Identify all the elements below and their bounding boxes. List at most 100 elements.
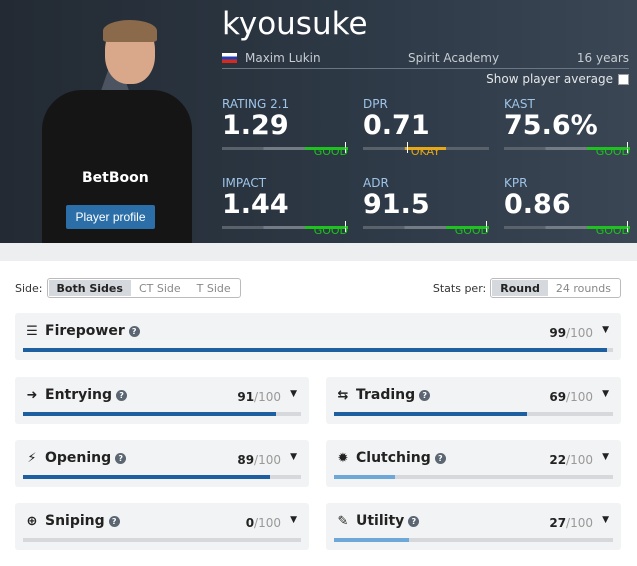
stat-bar: GOOD bbox=[222, 221, 348, 237]
expand-caret-icon[interactable]: ▼ bbox=[602, 325, 609, 335]
skill-card-opening[interactable]: ⚡ Opening ? 89/100 ▼ bbox=[15, 440, 309, 487]
skill-card-clutching[interactable]: ✹ Clutching ? 22/100 ▼ bbox=[326, 440, 621, 487]
sniping-icon: ⊕ bbox=[26, 513, 38, 529]
skill-bar-fill bbox=[334, 538, 410, 542]
stat-value: 91.5 bbox=[363, 189, 430, 220]
stat-adr: ADR 91.5 GOOD bbox=[363, 176, 489, 237]
skill-name: Entrying bbox=[45, 387, 113, 403]
per-24-rounds[interactable]: 24 rounds bbox=[555, 281, 611, 295]
stat-value: 0.71 bbox=[363, 110, 430, 141]
skill-card-trading[interactable]: ⇆ Trading ? 69/100 ▼ bbox=[326, 377, 621, 424]
skill-score: 0/100 bbox=[246, 516, 281, 530]
player-hair bbox=[103, 20, 157, 42]
help-icon[interactable]: ? bbox=[116, 389, 128, 401]
stat-bar-segment bbox=[404, 147, 447, 150]
stat-kpr: KPR 0.86 GOOD bbox=[504, 176, 630, 237]
team-link[interactable]: Spirit Academy bbox=[408, 51, 500, 65]
expand-caret-icon[interactable]: ▼ bbox=[602, 515, 609, 525]
skill-name: Sniping bbox=[45, 513, 105, 529]
stat-marker bbox=[486, 221, 488, 232]
expand-caret-icon[interactable]: ▼ bbox=[290, 515, 297, 525]
russia-flag-icon bbox=[222, 53, 237, 63]
stat-kast: KAST 75.6% GOOD bbox=[504, 97, 630, 158]
help-icon[interactable]: ? bbox=[408, 515, 420, 527]
help-icon[interactable]: ? bbox=[434, 452, 446, 464]
stat-value: 75.6% bbox=[504, 110, 598, 141]
skill-score-value: 0 bbox=[245, 516, 255, 530]
expand-caret-icon[interactable]: ▼ bbox=[602, 389, 609, 399]
skill-score: 99/100 bbox=[549, 326, 593, 340]
skill-bar bbox=[334, 412, 613, 416]
skill-score-value: 27 bbox=[549, 516, 567, 530]
skill-bar-fill bbox=[23, 412, 276, 416]
stat-marker bbox=[407, 142, 409, 153]
player-header: BetBoon Player profile kyousuke Maxim Lu… bbox=[0, 0, 637, 243]
player-photo: BetBoon bbox=[30, 10, 200, 243]
stat-label: ADR bbox=[363, 176, 389, 190]
player-profile-button[interactable]: Player profile bbox=[66, 205, 155, 229]
stat-label: RATING 2.1 bbox=[222, 97, 290, 111]
stat-bar-segment bbox=[305, 226, 348, 229]
stat-label: KAST bbox=[504, 97, 535, 111]
skill-score: 91/100 bbox=[237, 390, 281, 404]
skill-bar-fill bbox=[334, 475, 396, 479]
stat-bar-segment bbox=[305, 147, 348, 150]
side-ct[interactable]: CT Side bbox=[138, 281, 181, 295]
skill-score: 22/100 bbox=[549, 453, 593, 467]
skill-bar bbox=[23, 475, 301, 479]
help-icon[interactable]: ? bbox=[419, 389, 431, 401]
skill-bar bbox=[23, 348, 613, 352]
show-average-toggle[interactable]: Show player average bbox=[486, 72, 629, 86]
skill-score-value: 89 bbox=[237, 453, 255, 467]
skill-bar bbox=[23, 538, 301, 542]
side-t[interactable]: T Side bbox=[196, 281, 231, 295]
stat-rating: GOOD bbox=[595, 145, 630, 158]
per-round[interactable]: Round bbox=[492, 280, 548, 296]
skill-card-entrying[interactable]: ➜ Entrying ? 91/100 ▼ bbox=[15, 377, 309, 424]
clutching-icon: ✹ bbox=[337, 450, 349, 466]
player-nickname: kyousuke bbox=[222, 6, 368, 42]
stat-rating: OKAY bbox=[410, 145, 440, 158]
skill-card-sniping[interactable]: ⊕ Sniping ? 0/100 ▼ bbox=[15, 503, 309, 550]
stat-bar-segment bbox=[587, 147, 630, 150]
skill-name: Firepower bbox=[45, 323, 125, 339]
stat-rating: GOOD bbox=[454, 224, 489, 237]
help-icon[interactable]: ? bbox=[108, 515, 120, 527]
skill-bar-fill bbox=[23, 475, 271, 479]
skill-score: 27/100 bbox=[549, 516, 593, 530]
skill-card-firepower[interactable]: ☰ Firepower ? 99/100 ▼ bbox=[15, 313, 621, 360]
stat-label: KPR bbox=[504, 176, 528, 190]
stat-bar: GOOD bbox=[363, 221, 489, 237]
skill-name: Trading bbox=[356, 387, 416, 403]
skill-card-utility[interactable]: ✎ Utility ? 27/100 ▼ bbox=[326, 503, 621, 550]
skill-score-max: /100 bbox=[566, 390, 593, 404]
stat-bar-segment bbox=[446, 226, 489, 229]
skill-score-value: 69 bbox=[549, 390, 567, 404]
skill-bar bbox=[23, 412, 301, 416]
stat-label: DPR bbox=[363, 97, 388, 111]
expand-caret-icon[interactable]: ▼ bbox=[602, 452, 609, 462]
stat-marker bbox=[345, 221, 347, 232]
stat-value: 1.44 bbox=[222, 189, 289, 220]
entrying-icon: ➜ bbox=[26, 387, 38, 403]
side-both[interactable]: Both Sides bbox=[48, 280, 131, 296]
stat-label: IMPACT bbox=[222, 176, 267, 190]
expand-caret-icon[interactable]: ▼ bbox=[290, 389, 297, 399]
expand-caret-icon[interactable]: ▼ bbox=[290, 452, 297, 462]
stat-marker bbox=[345, 142, 347, 153]
skill-name: Opening bbox=[45, 450, 112, 466]
jersey-sponsor: BetBoon bbox=[82, 170, 149, 186]
trading-icon: ⇆ bbox=[337, 387, 349, 403]
show-average-checkbox[interactable] bbox=[618, 73, 629, 85]
help-icon[interactable]: ? bbox=[115, 452, 127, 464]
stat-value: 1.29 bbox=[222, 110, 289, 141]
stat-marker bbox=[627, 142, 629, 153]
skill-bar bbox=[334, 538, 613, 542]
skill-name: Utility bbox=[356, 513, 405, 529]
stat-bar: GOOD bbox=[504, 221, 630, 237]
player-age: 16 years bbox=[576, 51, 629, 65]
help-icon[interactable]: ? bbox=[128, 325, 140, 337]
stat-dpr: DPR 0.71 OKAY bbox=[363, 97, 489, 158]
skill-score-value: 22 bbox=[549, 453, 567, 467]
utility-icon: ✎ bbox=[337, 513, 349, 529]
